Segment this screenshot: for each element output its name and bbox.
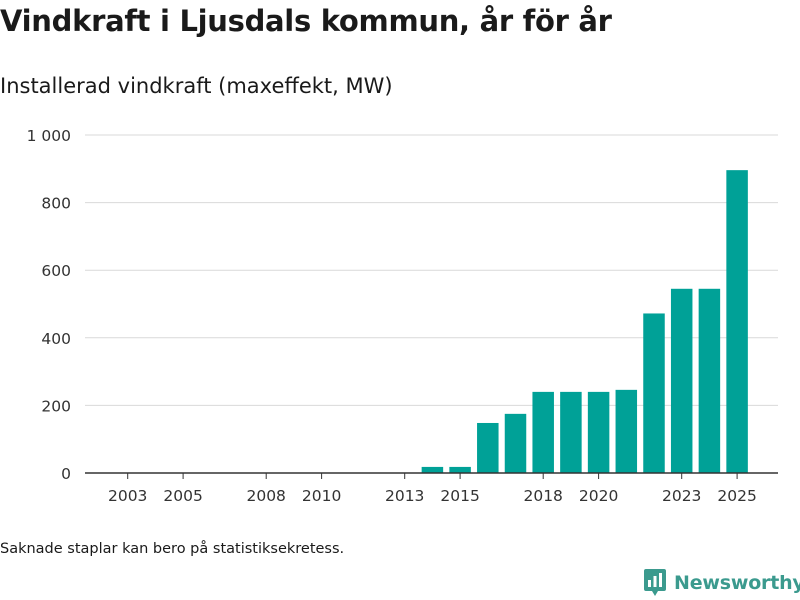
y-tick-label: 200 <box>41 397 71 415</box>
x-tick-label: 2003 <box>108 487 147 505</box>
bar <box>698 288 721 473</box>
chart-title: Vindkraft i Ljusdals kommun, år för år <box>0 4 612 38</box>
y-tick-label: 800 <box>41 195 71 213</box>
x-tick-label: 2010 <box>302 487 341 505</box>
bar <box>643 313 665 473</box>
x-tick-label: 2008 <box>246 487 285 505</box>
newsworthy-logo-icon <box>644 569 666 596</box>
x-tick-label: 2013 <box>385 487 424 505</box>
bar <box>421 466 444 473</box>
bars <box>421 170 748 474</box>
x-tick-label: 2005 <box>163 487 202 505</box>
x-tick-label: 2015 <box>440 487 479 505</box>
bar <box>587 391 610 473</box>
footnote: Saknade staplar kan bero på statistiksek… <box>0 541 345 557</box>
bar <box>477 422 499 473</box>
y-tick-label: 0 <box>61 465 71 483</box>
brand-logo[interactable]: Newsworthy <box>643 568 800 597</box>
bar <box>560 391 582 473</box>
x-tick-label: 2020 <box>579 487 618 505</box>
x-axis: 2003 2005 2008 2010 2013 2015 2018 2020 2023 2025 <box>85 472 778 505</box>
brand-name: Newsworthy <box>674 571 800 594</box>
x-tick-label: 2018 <box>523 487 562 505</box>
bar <box>532 391 554 473</box>
bar <box>615 389 638 473</box>
y-tick-label: 600 <box>41 262 71 280</box>
y-axis: 0 200 400 600 800 1 000 <box>27 127 71 483</box>
x-tick-label: 2023 <box>662 487 701 505</box>
y-tick-label: 400 <box>41 330 71 348</box>
bar <box>726 170 748 474</box>
bar <box>449 466 471 473</box>
y-tick-label: 1 000 <box>27 127 71 145</box>
bar <box>670 288 693 473</box>
x-tick-label: 2025 <box>717 487 756 505</box>
chart-subtitle: Installerad vindkraft (maxeffekt, MW) <box>0 74 393 98</box>
bar <box>504 413 527 473</box>
